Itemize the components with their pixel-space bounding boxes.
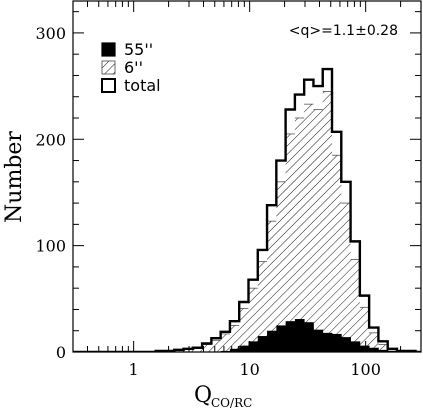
series-layer — [73, 67, 421, 352]
legend-total: total — [101, 76, 161, 95]
y-tick-label: 100 — [35, 237, 66, 256]
x-tick-label: 1 — [129, 360, 139, 379]
x-tick-label: 100 — [350, 360, 381, 379]
x-axis-label: Q CO/RC — [194, 383, 252, 410]
y-tick-label: 200 — [35, 130, 66, 149]
series-55-arcsec-bar — [378, 349, 389, 352]
series-55-arcsec-bar — [304, 322, 314, 352]
series-total-outline — [73, 67, 421, 352]
series-55-arcsec-bar — [229, 348, 240, 352]
legend-total-swatch — [101, 78, 116, 93]
series-55-arcsec-bar — [313, 329, 324, 352]
legend-55-arcsec-swatch — [101, 42, 116, 57]
legend: 55''6''total — [101, 40, 161, 95]
axes-frame — [72, 0, 422, 353]
legend-55-arcsec: 55'' — [101, 40, 153, 59]
legend-6-arcsec-swatch — [101, 60, 116, 75]
mean-q-annotation: <q>=1.1±0.28 — [289, 23, 398, 39]
series-55-arcsec-bar — [248, 341, 259, 352]
legend-6-arcsec: 6'' — [101, 58, 143, 77]
series-55-arcsec-bar — [350, 341, 361, 352]
y-axis-label: Number — [2, 131, 27, 223]
series-55-arcsec-bar — [276, 325, 287, 352]
series-6-arcsec-group — [73, 91, 421, 352]
series-55-arcsec-bar — [341, 337, 351, 352]
legend-6-arcsec-label: 6'' — [124, 58, 143, 77]
legend-total-label: total — [124, 76, 161, 95]
plot-border — [72, 0, 422, 353]
series-55-arcsec-bar — [267, 330, 277, 352]
series-55-arcsec-bar — [257, 336, 268, 352]
x-axis-label-main: Q — [194, 383, 212, 408]
tick-marks — [72, 1, 422, 353]
x-axis-label-subscript: CO/RC — [211, 396, 252, 410]
series-55-arcsec-bar — [359, 345, 370, 352]
series-55-arcsec-bar — [332, 333, 342, 352]
tick-labels: 1 10 100 0 100 200 300 — [35, 24, 380, 379]
series-6-arcsec-area — [73, 91, 421, 352]
series-55-arcsec-bar — [322, 332, 333, 352]
series-55-arcsec-bar — [369, 347, 379, 352]
y-tick-label: 0 — [56, 343, 66, 362]
series-55-arcsec-bar — [285, 321, 296, 352]
legend-55-arcsec-label: 55'' — [124, 40, 153, 59]
series-55-arcsec-bar — [294, 319, 305, 352]
x-tick-label: 10 — [239, 360, 259, 379]
y-tick-label: 300 — [35, 24, 66, 43]
